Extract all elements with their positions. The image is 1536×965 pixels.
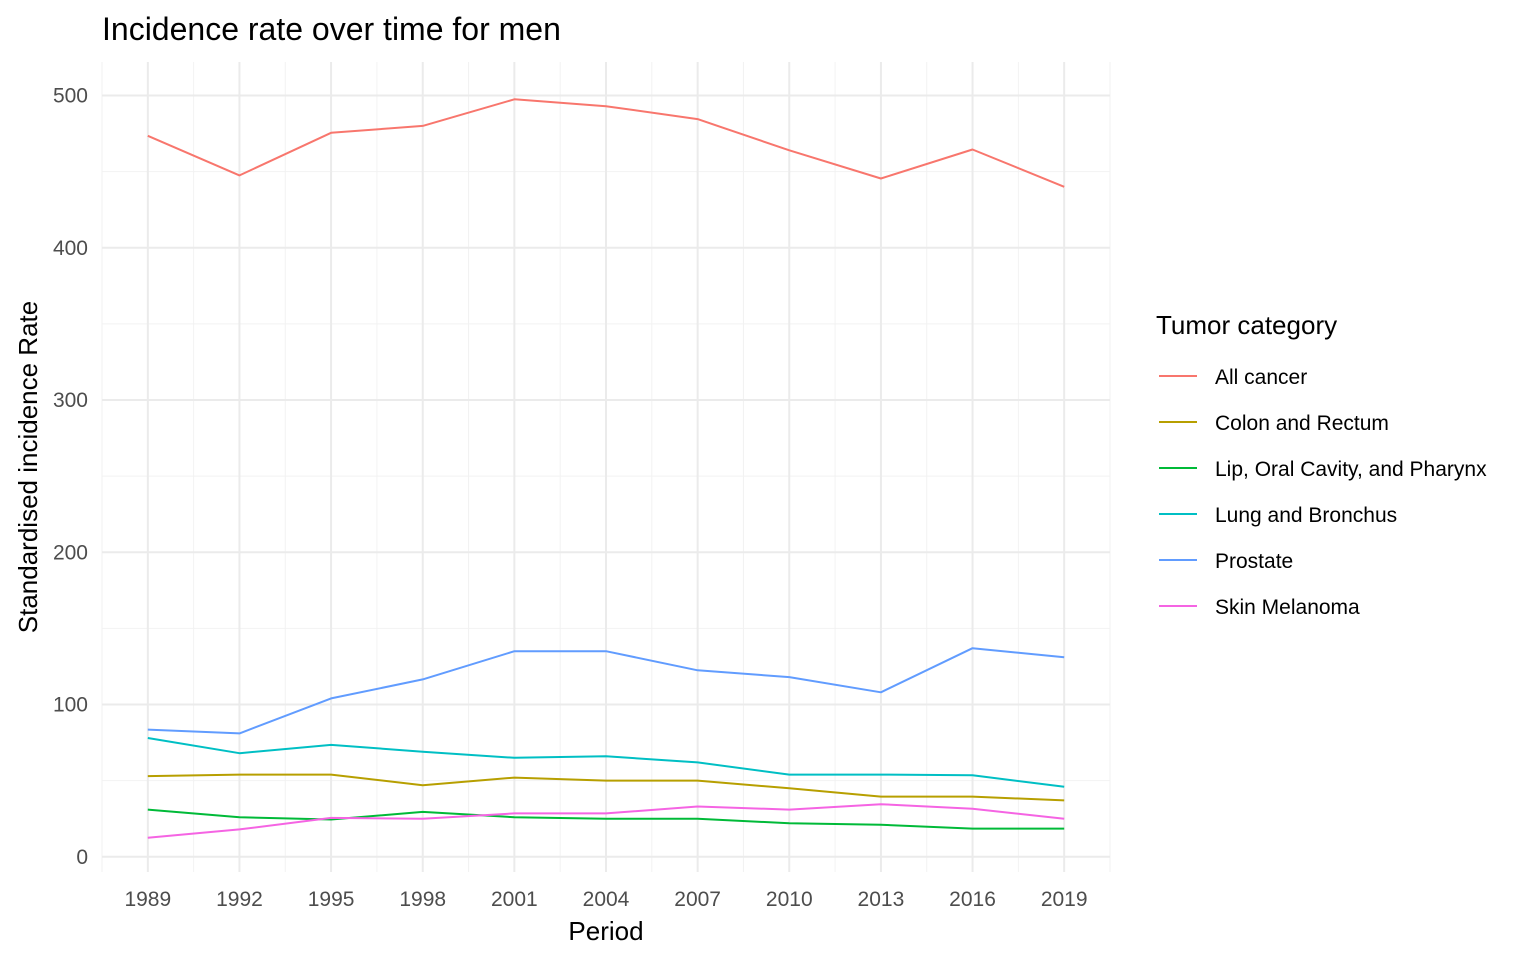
y-tick-label: 200: [53, 541, 88, 564]
x-tick-label: 2004: [583, 888, 630, 911]
legend-label: Prostate: [1215, 550, 1293, 573]
x-tick-label: 2016: [949, 888, 996, 911]
legend-label: Colon and Rectum: [1215, 412, 1389, 435]
x-axis-label: Period: [568, 916, 643, 946]
legend-item: Colon and Rectum: [1159, 412, 1389, 435]
x-tick-label: 2007: [674, 888, 721, 911]
legend-item: Prostate: [1159, 550, 1293, 573]
y-tick-label: 0: [76, 846, 88, 869]
x-tick-label: 1989: [124, 888, 171, 911]
y-tick-label: 100: [53, 694, 88, 717]
x-tick-label: 2010: [766, 888, 813, 911]
series-line: [147, 803, 1065, 839]
x-axis-tick-labels: 1989 1992 1995 1998 2001 2004 2007 2010 2013 2016…: [124, 888, 1087, 911]
series-line: [147, 98, 1065, 188]
chart-title: Incidence rate over time for men: [102, 11, 561, 47]
x-tick-label: 2019: [1041, 888, 1088, 911]
legend-title: Tumor category: [1156, 310, 1337, 340]
y-tick-label: 400: [53, 237, 88, 260]
legend-item: Lip, Oral Cavity, and Pharynx: [1159, 458, 1487, 481]
x-tick-label: 2001: [491, 888, 538, 911]
legend-item: All cancer: [1159, 366, 1307, 389]
legend-label: Skin Melanoma: [1215, 596, 1360, 619]
y-tick-label: 500: [53, 84, 88, 107]
y-tick-label: 300: [53, 389, 88, 412]
series-line: [147, 737, 1065, 788]
series-lines: [147, 98, 1065, 839]
y-axis-label: Standardised incidence Rate: [13, 301, 43, 633]
series-line: [147, 647, 1065, 735]
legend-item: Skin Melanoma: [1159, 596, 1360, 619]
legend-items: All cancer Colon and Rectum Lip, Oral Cavi…: [1159, 366, 1487, 619]
series-line: [147, 773, 1065, 802]
legend-label: All cancer: [1215, 366, 1307, 389]
legend-item: Lung and Bronchus: [1159, 504, 1397, 527]
legend-label: Lung and Bronchus: [1215, 504, 1397, 527]
x-tick-label: 1995: [308, 888, 355, 911]
legend-label: Lip, Oral Cavity, and Pharynx: [1215, 458, 1487, 481]
legend: Tumor category All cancer Colon and Rectu…: [1156, 310, 1487, 619]
series-line: [147, 808, 1065, 830]
x-tick-label: 1992: [216, 888, 263, 911]
x-tick-label: 2013: [858, 888, 905, 911]
x-tick-label: 1998: [399, 888, 446, 911]
y-axis-tick-labels: 0 100 200 300 400 500: [53, 84, 88, 868]
major-gridlines: [102, 62, 1110, 872]
